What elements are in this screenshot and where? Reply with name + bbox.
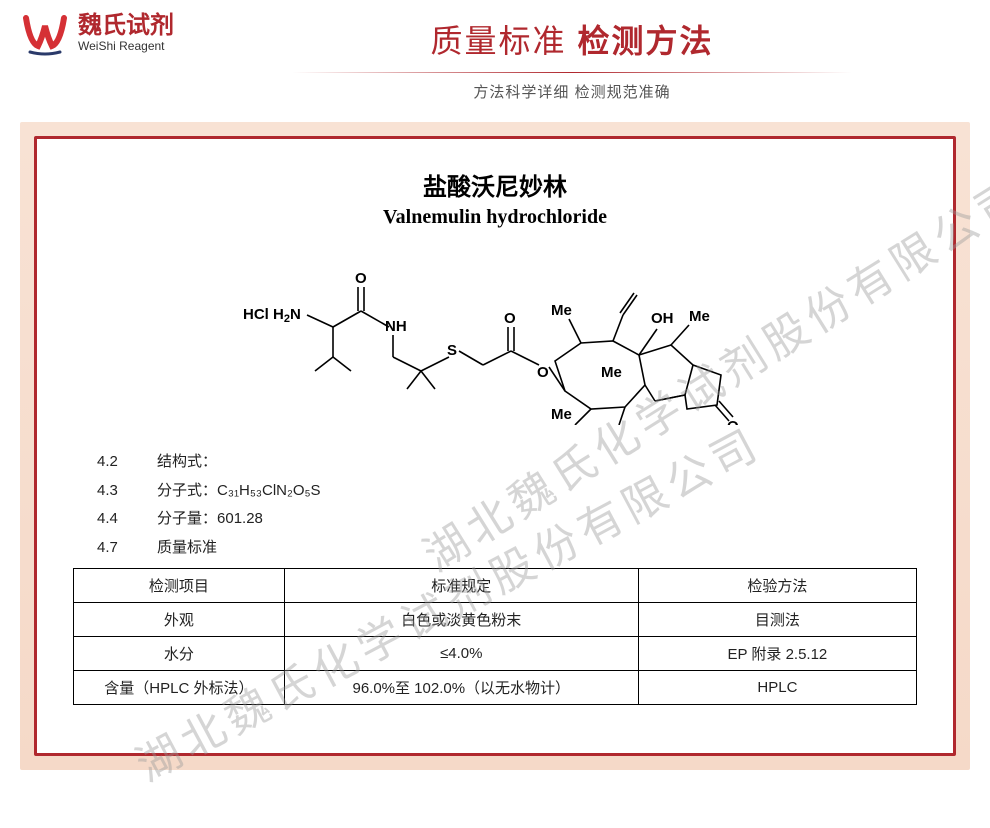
table-cell: 白色或淡黄色粉末 [284,603,638,637]
spec-table: 检测项目 标准规定 检验方法 外观 白色或淡黄色粉末 目测法 水分 ≤4.0% … [73,568,917,705]
title-part1: 质量标准 [431,23,567,59]
info-row: 4.3 分子式：C₃₁H₅₃ClN₂O₅S [97,477,917,506]
struct-o: O [504,310,516,327]
struct-s: S [447,342,457,359]
struct-me: Me [551,406,572,423]
table-cell: 外观 [74,603,285,637]
chemical-structure: HCl H2N O NH S O O Me OH Me Me Me O [73,245,917,430]
struct-oh: OH [651,310,674,327]
info-label: 结构式： [157,448,217,477]
logo-text-en: WeiShi Reagent [78,40,174,53]
spec-card: 湖北魏氏化学试剂股份有限公司 湖北魏氏化学试剂股份有限公司 盐酸沃尼妙林 Val… [34,136,956,756]
table-cell: 目测法 [638,603,916,637]
table-header-row: 检测项目 标准规定 检验方法 [74,569,917,603]
table-header: 检验方法 [638,569,916,603]
title-block: 质量标准 检测方法 方法科学详细 检测规范准确 [174,8,970,102]
page-title: 质量标准 检测方法 [174,16,970,62]
info-label: 分子量：601.28 [157,505,263,534]
info-num: 4.2 [97,448,133,477]
table-cell: 水分 [74,637,285,671]
compound-name-cn: 盐酸沃尼妙林 [73,167,917,202]
info-label: 质量标准 [157,534,217,563]
table-header: 检测项目 [74,569,285,603]
struct-me: Me [551,302,572,319]
info-row: 4.4 分子量：601.28 [97,505,917,534]
card-wrap: 湖北魏氏化学试剂股份有限公司 湖北魏氏化学试剂股份有限公司 盐酸沃尼妙林 Val… [20,122,970,770]
struct-me: Me [689,308,710,325]
page-subtitle: 方法科学详细 检测规范准确 [174,81,970,102]
info-num: 4.4 [97,505,133,534]
struct-hcl: HCl [243,306,269,323]
info-lines: 4.2 结构式： 4.3 分子式：C₃₁H₅₃ClN₂O₅S 4.4 分子量：6… [73,448,917,562]
struct-o: O [355,270,367,287]
struct-o: O [537,364,549,381]
struct-o: O [727,418,739,425]
info-num: 4.3 [97,477,133,506]
struct-nh: NH [385,318,407,335]
logo-icon [20,8,70,58]
table-row: 含量（HPLC 外标法） 96.0%至 102.0%（以无水物计） HPLC [74,671,917,705]
table-cell: EP 附录 2.5.12 [638,637,916,671]
logo-block: 魏氏试剂 WeiShi Reagent [20,8,174,58]
logo-text: 魏氏试剂 WeiShi Reagent [78,13,174,53]
logo-text-cn: 魏氏试剂 [78,13,174,39]
compound-name-en: Valnemulin hydrochloride [73,206,917,229]
info-num: 4.7 [97,534,133,563]
header: 魏氏试剂 WeiShi Reagent 质量标准 检测方法 方法科学详细 检测规… [0,0,990,102]
table-row: 外观 白色或淡黄色粉末 目测法 [74,603,917,637]
info-row: 4.2 结构式： [97,448,917,477]
info-label: 分子式：C₃₁H₅₃ClN₂O₅S [157,477,321,506]
table-cell: 96.0%至 102.0%（以无水物计） [284,671,638,705]
title-part2: 检测方法 [577,23,713,59]
table-cell: HPLC [638,671,916,705]
table-cell: 含量（HPLC 外标法） [74,671,285,705]
title-divider [292,72,852,73]
table-cell: ≤4.0% [284,637,638,671]
table-row: 水分 ≤4.0% EP 附录 2.5.12 [74,637,917,671]
struct-me: Me [601,364,622,381]
struct-h2n: H2N [273,306,301,325]
table-header: 标准规定 [284,569,638,603]
info-row: 4.7 质量标准 [97,534,917,563]
